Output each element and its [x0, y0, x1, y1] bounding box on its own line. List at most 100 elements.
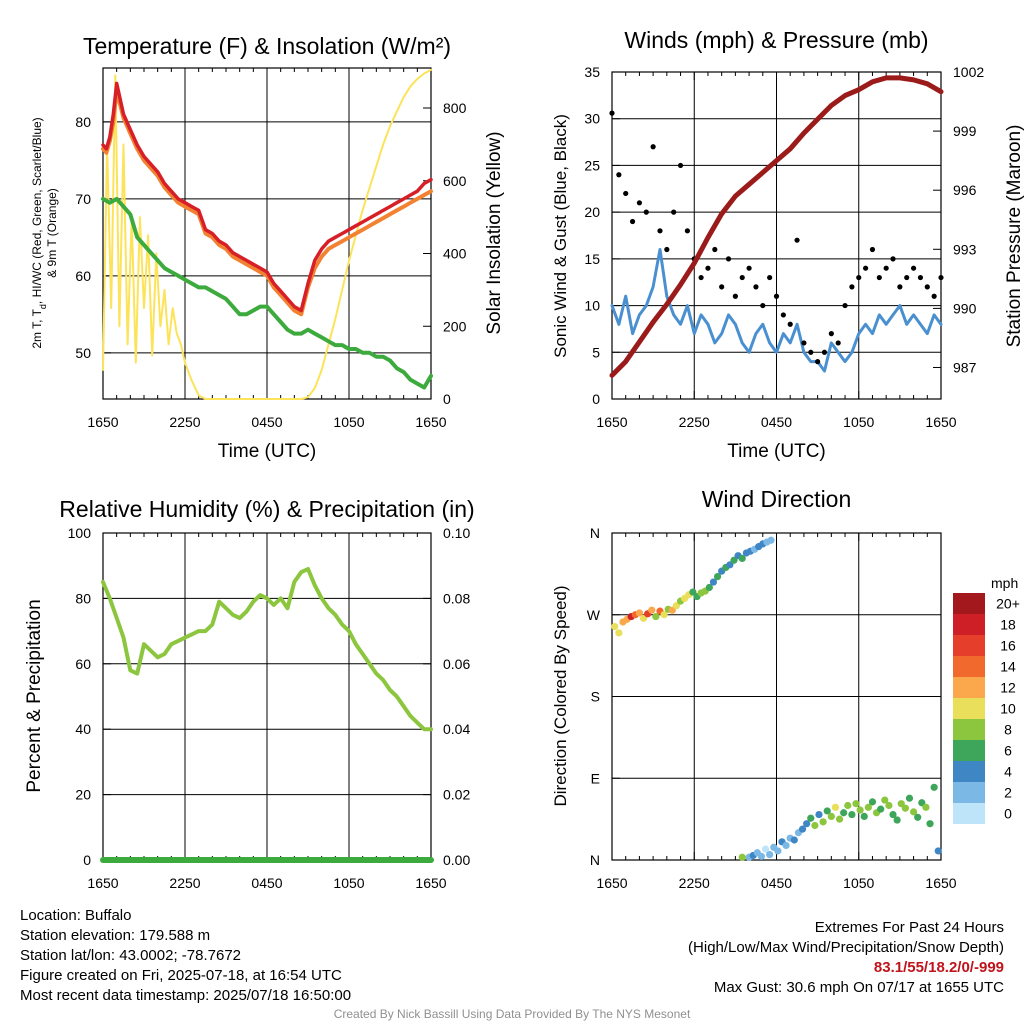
- y2-axis-label: Station Pressure (Maroon): [1004, 125, 1024, 348]
- y-tick-label: 60: [75, 268, 91, 284]
- direction-point: [827, 812, 835, 821]
- x-tick-label: 1050: [333, 414, 364, 430]
- y-tick-label: 10: [584, 298, 600, 314]
- extremes-values: 83.1/55/18.2/0/-999: [873, 959, 1004, 976]
- y-axis-label: 2m T, Td, HI/WC (Red, Green, Scarlet/Blu…: [30, 117, 48, 348]
- y-tick-label: 15: [584, 251, 600, 267]
- direction-point: [868, 798, 877, 806]
- direction-point: [757, 852, 766, 860]
- y2-tick-label: 0.00: [443, 852, 470, 868]
- direction-point: [709, 578, 718, 586]
- x-tick-label: 0450: [251, 414, 282, 430]
- x-tick-label: 1650: [87, 414, 118, 430]
- temp9m-line: [101, 89, 433, 317]
- station-elevation: Station elevation: 179.588 m: [20, 927, 211, 944]
- direction-point: [767, 536, 775, 544]
- y2-tick-label: 400: [443, 246, 467, 262]
- y-tick-label: 20: [584, 204, 600, 220]
- y-tick-label: E: [591, 770, 600, 786]
- gust-point: [794, 237, 800, 243]
- gust-point: [725, 256, 732, 262]
- direction-point: [635, 609, 644, 617]
- x-tick-label: 1650: [925, 414, 956, 430]
- plot-frame: [611, 532, 942, 861]
- wind-line: [610, 248, 943, 373]
- gust-point: [815, 359, 821, 365]
- legend-swatch: [953, 593, 985, 614]
- gust-point: [773, 293, 780, 299]
- gust-point: [684, 228, 690, 234]
- gust-point: [616, 172, 622, 178]
- y-tick-label: S: [591, 689, 600, 705]
- gust-point: [609, 110, 615, 116]
- direction-point: [615, 629, 623, 637]
- station-location: Location: Buffalo: [20, 907, 132, 924]
- x-tick-label: 1050: [333, 875, 364, 891]
- gust-point: [869, 246, 876, 253]
- legend-swatch: [953, 656, 985, 677]
- legend-swatch: [953, 803, 985, 824]
- y2-axis-label: Solar Insolation (Yellow): [484, 131, 505, 334]
- x-tick-label: 1650: [87, 875, 118, 891]
- direction-point: [648, 606, 656, 614]
- legend-swatch: [953, 698, 985, 719]
- gust-point: [712, 246, 718, 253]
- y2-tick-label: 0.06: [443, 656, 470, 672]
- direction-point: [885, 801, 893, 810]
- direction-point: [901, 804, 909, 812]
- y2-tick-label: 200: [443, 318, 467, 334]
- gust-point: [835, 340, 841, 346]
- x-tick-label: 0450: [251, 875, 282, 891]
- legend-swatch: [953, 635, 985, 656]
- x-tick-label: 0450: [761, 875, 792, 891]
- dewpoint-line: [101, 196, 433, 390]
- y-axis-label-line2: & 9m T (Orange): [45, 188, 59, 278]
- gust-point: [739, 274, 745, 281]
- direction-point: [835, 815, 844, 823]
- gust-point: [650, 144, 656, 150]
- station-latlon: Station lat/lon: 43.0002; -78.7672: [20, 947, 242, 964]
- gust-point: [629, 218, 636, 225]
- gust-point: [924, 284, 930, 290]
- x-tick-label: 1050: [843, 875, 874, 891]
- direction-point: [864, 803, 872, 811]
- y-axis-label: Sonic Wind & Gust (Blue, Black): [551, 114, 570, 358]
- gust-point: [931, 293, 937, 299]
- gust-point: [801, 340, 807, 346]
- gust-point: [883, 265, 889, 271]
- x-tick-label: 2250: [679, 875, 710, 891]
- legend-label: 14: [1000, 659, 1016, 675]
- insolation-line: [102, 68, 432, 400]
- gust-point: [863, 265, 869, 271]
- x-tick-label: 1650: [415, 875, 446, 891]
- y-axis-label: Percent & Precipitation: [24, 599, 45, 792]
- y2-tick-label: 996: [953, 182, 977, 198]
- y-tick-label: 60: [75, 656, 91, 672]
- speed-legend: mph 20+ 18 16 14 12 10 8 6 4 2 0: [953, 575, 1020, 824]
- direction-point: [819, 818, 827, 826]
- y2-tick-label: 0.08: [443, 590, 470, 606]
- gust-point: [828, 331, 834, 337]
- x-tick-label: 1650: [596, 414, 627, 430]
- gust-point: [732, 293, 738, 299]
- x-tick-label: 1650: [596, 875, 627, 891]
- y-tick-label: 0: [83, 852, 91, 868]
- gust-point: [760, 302, 766, 309]
- direction-point: [934, 847, 942, 855]
- y2-tick-label: 0.02: [443, 787, 470, 803]
- legend-label: 10: [1000, 701, 1016, 717]
- gust-point: [671, 209, 677, 215]
- direction-point: [930, 783, 938, 791]
- direction-point: [848, 810, 856, 819]
- y-tick-label: 5: [592, 344, 600, 360]
- y-tick-label: 30: [584, 111, 600, 127]
- direction-point: [877, 805, 885, 813]
- x-tick-label: 1050: [843, 414, 874, 430]
- gust-point: [787, 321, 793, 327]
- x-tick-label: 2250: [169, 875, 200, 891]
- gust-point: [657, 228, 663, 234]
- plot-frame: [611, 71, 942, 400]
- y-tick-label: 80: [75, 590, 91, 606]
- y-tick-label: 100: [68, 525, 92, 541]
- gust-point: [890, 256, 896, 262]
